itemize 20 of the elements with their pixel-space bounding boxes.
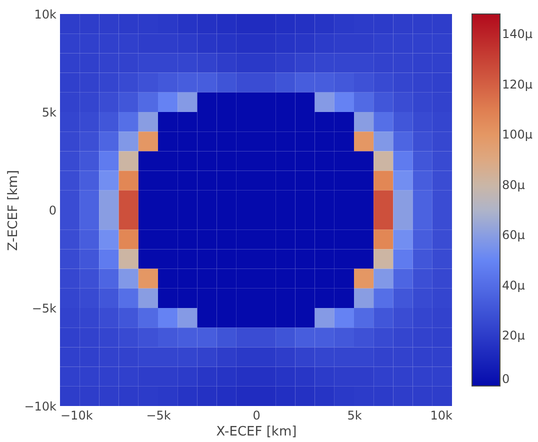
- color-bar-label: 40μ: [502, 278, 526, 292]
- color-bar-label: 140μ: [502, 27, 533, 42]
- x-tick-label: 0: [252, 408, 260, 422]
- color-bar-label: 0: [502, 372, 510, 386]
- color-bar-label: 100μ: [502, 128, 533, 142]
- y-axis-title: Z-ECEF [km]: [6, 170, 22, 251]
- y-tick-label: −10k: [24, 400, 57, 414]
- y-tick-label: −5k: [32, 302, 57, 316]
- color-bar-label: 120μ: [502, 77, 533, 92]
- y-tick-label: 5k: [42, 106, 57, 120]
- color-bar-label: 60μ: [502, 228, 526, 242]
- color-bar-label: 80μ: [502, 178, 526, 192]
- y-tick-label: 10k: [34, 8, 57, 22]
- x-axis-title: X-ECEF [km]: [216, 424, 297, 440]
- color-bar-label: 20μ: [502, 328, 526, 343]
- x-tick-label: 10k: [430, 408, 453, 422]
- y-tick-label: 0: [48, 204, 56, 218]
- x-tick-label: −10k: [60, 408, 93, 422]
- x-tick-label: 5k: [347, 408, 362, 422]
- x-tick-label: −5k: [146, 408, 171, 422]
